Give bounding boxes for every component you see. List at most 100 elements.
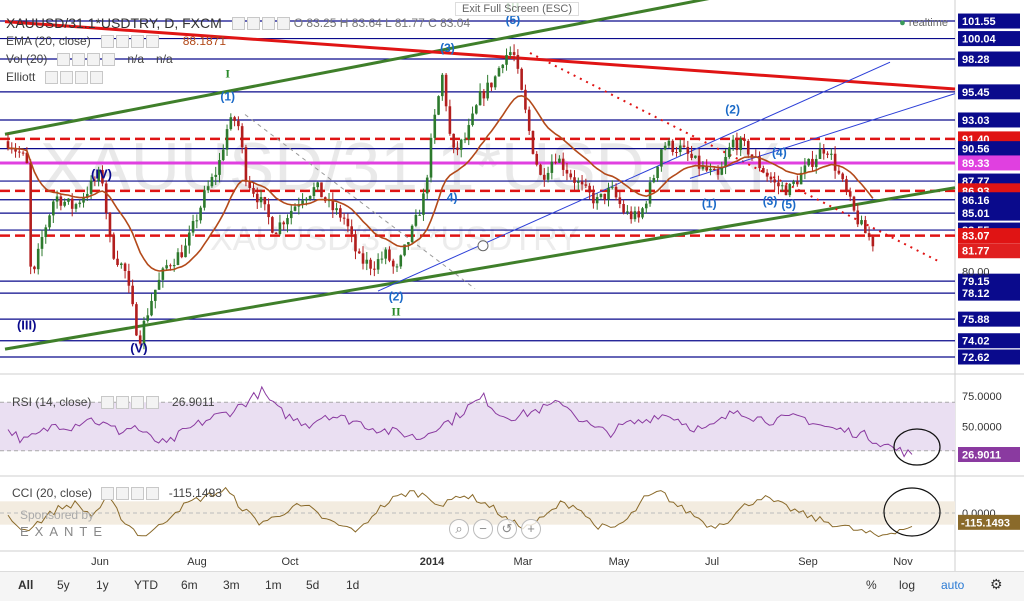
candle-body: [652, 178, 656, 183]
candle-body: [346, 218, 350, 227]
auto-toggle[interactable]: auto: [941, 578, 965, 592]
wave-label-6: II: [391, 304, 401, 318]
candle-body: [29, 163, 32, 267]
chart-canvas[interactable]: XAUUSD/31.1*USDTRYXAUUSD/31.1*USDTRY101.…: [0, 0, 1024, 571]
price-tag-14: [958, 243, 1020, 259]
candle-body: [724, 157, 727, 168]
ema-buttons[interactable]: [100, 34, 159, 48]
candle-body: [716, 169, 720, 175]
candle-body: [21, 152, 25, 154]
candle-body: [690, 153, 693, 158]
candle-body: [104, 183, 108, 213]
candle-body: [618, 197, 622, 204]
candle-body: [429, 137, 433, 178]
cci-legend-value: -115.1493: [168, 486, 222, 500]
candle-body: [550, 161, 554, 173]
price-tag-label-7: 89.33: [962, 158, 990, 170]
wave-label-7: 4): [447, 191, 458, 205]
cci-title[interactable]: CCI (20, close): [12, 486, 93, 500]
reset-icon[interactable]: ↺: [497, 519, 517, 539]
candle-body: [138, 335, 142, 344]
candle-body: [172, 264, 176, 267]
price-tag-10: [958, 192, 1020, 208]
candle-body: [248, 181, 252, 188]
price-tag-18: [958, 333, 1020, 349]
timeframe-3m[interactable]: 3m: [223, 578, 240, 592]
rsi-title[interactable]: RSI (14, close): [12, 395, 92, 409]
trendline-lower-green: [4, 186, 956, 351]
vol-value-1: n/a: [127, 52, 145, 66]
candle-body: [274, 232, 278, 235]
timeframe-1y[interactable]: 1y: [96, 578, 109, 592]
candle-body: [74, 204, 78, 209]
timeframe-1m[interactable]: 1m: [265, 578, 282, 592]
candle-body: [788, 183, 792, 196]
main-legend: XAUUSD/31.1*USDTRY, D, FXCM O 83.25 H 83…: [6, 14, 470, 86]
candle-body: [542, 174, 546, 180]
price-tag-label-18: 74.02: [962, 336, 990, 348]
timeframe-6m[interactable]: 6m: [181, 578, 198, 592]
wave-label-8: (3): [440, 41, 455, 55]
candle-body: [342, 217, 346, 219]
gear-icon[interactable]: ⚙: [990, 576, 1003, 592]
timeframe-5y[interactable]: 5y: [57, 578, 70, 592]
rsi-buttons[interactable]: [100, 396, 159, 410]
price-tag-7: [958, 155, 1020, 171]
candle-body: [697, 155, 701, 169]
candle-body: [614, 186, 618, 198]
candle-body: [814, 158, 818, 167]
candle-body: [626, 211, 629, 213]
search-icon[interactable]: ⌕: [449, 519, 469, 539]
candle-body: [407, 242, 410, 245]
timeframe-all[interactable]: All: [18, 578, 34, 592]
zoom-in-button[interactable]: +: [521, 519, 541, 539]
cci-line: [7, 486, 913, 538]
candle-body: [369, 259, 372, 269]
sponsor-logo[interactable]: EXANTE: [20, 524, 109, 539]
vol-buttons[interactable]: [57, 52, 116, 66]
candle-body: [195, 220, 199, 222]
symbol-buttons[interactable]: [231, 16, 290, 30]
candle-body: [561, 158, 565, 170]
timeframe-1d[interactable]: 1d: [346, 578, 360, 592]
candle-body: [656, 166, 659, 179]
candle-body: [629, 211, 633, 220]
price-tag-label-15: 79.15: [962, 276, 990, 288]
vol-label[interactable]: Vol (20): [6, 52, 48, 66]
timeframe-ytd[interactable]: YTD: [134, 578, 158, 592]
candle-body: [437, 96, 440, 115]
symbol-title[interactable]: XAUUSD/31.1*USDTRY, D, FXCM: [6, 15, 222, 31]
zoom-out-button[interactable]: −: [473, 519, 493, 539]
candle-body: [497, 68, 501, 77]
candle-body: [852, 196, 856, 211]
elliott-label[interactable]: Elliott: [6, 70, 36, 84]
percent-toggle[interactable]: %: [866, 578, 877, 592]
price-tag-label-14: 81.77: [962, 246, 990, 258]
timeframe-5d[interactable]: 5d: [306, 578, 320, 592]
elliott-buttons[interactable]: [45, 70, 104, 84]
candle-body: [807, 158, 810, 166]
candle-body: [527, 109, 531, 131]
candle-body: [267, 204, 270, 218]
candle-body: [512, 52, 516, 55]
cci-buttons[interactable]: [101, 487, 160, 501]
candle-body: [221, 149, 225, 161]
vol-value-2: n/a: [156, 52, 173, 66]
ema-line: [7, 94, 874, 272]
candle-body: [282, 222, 286, 225]
candle-body: [792, 181, 795, 184]
candle-body: [199, 207, 202, 221]
rsi-legend: RSI (14, close) 26.9011: [12, 395, 215, 410]
candle-body: [422, 193, 425, 215]
candle-body: [864, 220, 867, 234]
wave-label-3: I: [225, 66, 230, 80]
candle-body: [856, 210, 860, 225]
candle-body: [478, 91, 482, 106]
candle-body: [796, 181, 799, 185]
exit-fullscreen-button[interactable]: Exit Full Screen (ESC): [455, 2, 580, 16]
log-toggle[interactable]: log: [899, 578, 916, 592]
candle-body: [67, 198, 70, 202]
ema-label[interactable]: EMA (20, close): [6, 34, 91, 48]
candle-body: [686, 146, 690, 154]
candle-body: [490, 82, 493, 88]
